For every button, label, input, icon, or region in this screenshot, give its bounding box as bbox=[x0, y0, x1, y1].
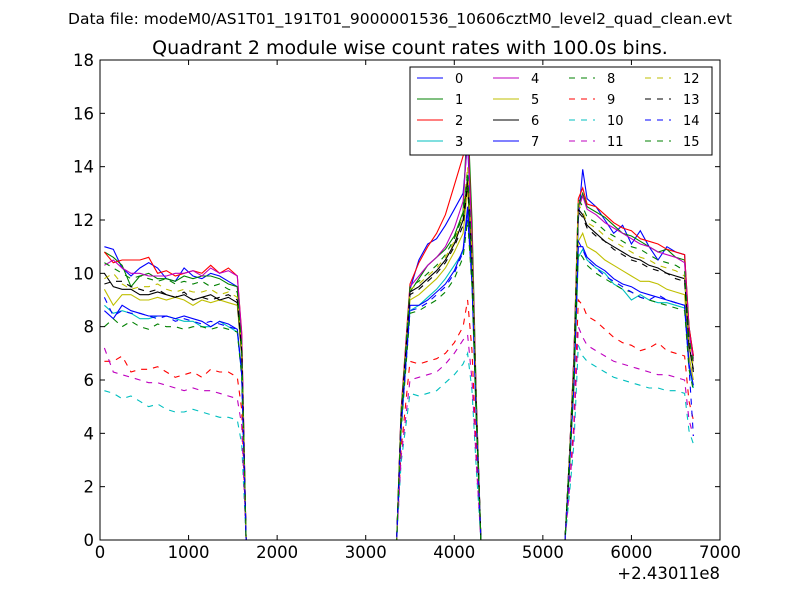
y-tick-label: 8 bbox=[84, 318, 95, 337]
series-line-13 bbox=[104, 185, 694, 541]
series-line-5 bbox=[103, 187, 694, 541]
legend-label-9: 9 bbox=[607, 93, 615, 108]
series-line-9 bbox=[104, 298, 694, 541]
y-tick-label: 16 bbox=[73, 104, 94, 123]
y-tick-label: 2 bbox=[84, 478, 95, 497]
y-tick-label: 6 bbox=[84, 371, 95, 390]
legend-label-0: 0 bbox=[455, 72, 463, 87]
series-line-0 bbox=[104, 142, 694, 541]
x-tick-label: 1000 bbox=[168, 543, 210, 562]
legend-label-1: 1 bbox=[455, 93, 463, 108]
legend-label-11: 11 bbox=[607, 135, 624, 150]
y-tick-label: 4 bbox=[84, 424, 95, 443]
x-tick-label: 3000 bbox=[345, 543, 387, 562]
x-tick-label: 7000 bbox=[699, 543, 741, 562]
chart-title: Quadrant 2 module wise count rates with … bbox=[152, 37, 668, 59]
series-line-1 bbox=[104, 110, 694, 541]
y-tick-label: 18 bbox=[73, 51, 94, 70]
legend-label-8: 8 bbox=[607, 72, 615, 87]
series-layer bbox=[103, 110, 694, 541]
x-tick-label: 0 bbox=[95, 543, 106, 562]
series-line-11 bbox=[103, 326, 694, 541]
legend-label-2: 2 bbox=[455, 114, 463, 129]
y-tick-label: 12 bbox=[73, 211, 94, 230]
series-line-2 bbox=[103, 126, 694, 541]
legend-label-3: 3 bbox=[455, 135, 463, 150]
x-tick-label: 6000 bbox=[610, 543, 652, 562]
series-line-15 bbox=[104, 171, 694, 541]
x-tick-label: 4000 bbox=[433, 543, 475, 562]
figure-suptitle: Data file: modeM0/AS1T01_191T01_90000015… bbox=[68, 10, 732, 29]
legend-label-12: 12 bbox=[683, 72, 700, 87]
y-tick-label: 10 bbox=[73, 264, 94, 283]
legend-label-5: 5 bbox=[531, 93, 539, 108]
legend-label-7: 7 bbox=[531, 135, 539, 150]
legend-frame bbox=[409, 66, 713, 156]
y-tick-label: 14 bbox=[73, 158, 94, 177]
legend-label-15: 15 bbox=[683, 135, 700, 150]
axes-ticks: 0 1000 2000 3000 4000 5000 6000 700002468101214… bbox=[73, 51, 741, 562]
legend-label-6: 6 bbox=[531, 114, 539, 129]
series-line-14 bbox=[103, 214, 694, 541]
x-tick-label: 2000 bbox=[256, 543, 298, 562]
x-axis-offset-label: +2.43011e8 bbox=[617, 564, 720, 583]
legend-label-10: 10 bbox=[607, 114, 624, 129]
legend-label-13: 13 bbox=[683, 93, 700, 108]
series-line-10 bbox=[104, 345, 694, 541]
series-line-4 bbox=[104, 134, 694, 541]
plot-area bbox=[99, 59, 721, 541]
series-line-8 bbox=[104, 219, 694, 541]
x-tick-label: 5000 bbox=[522, 543, 564, 562]
y-tick-label: 0 bbox=[84, 531, 95, 550]
legend-label-14: 14 bbox=[683, 114, 700, 129]
series-line-7 bbox=[104, 206, 694, 541]
series-line-12 bbox=[104, 166, 694, 541]
legend-label-4: 4 bbox=[531, 72, 539, 87]
